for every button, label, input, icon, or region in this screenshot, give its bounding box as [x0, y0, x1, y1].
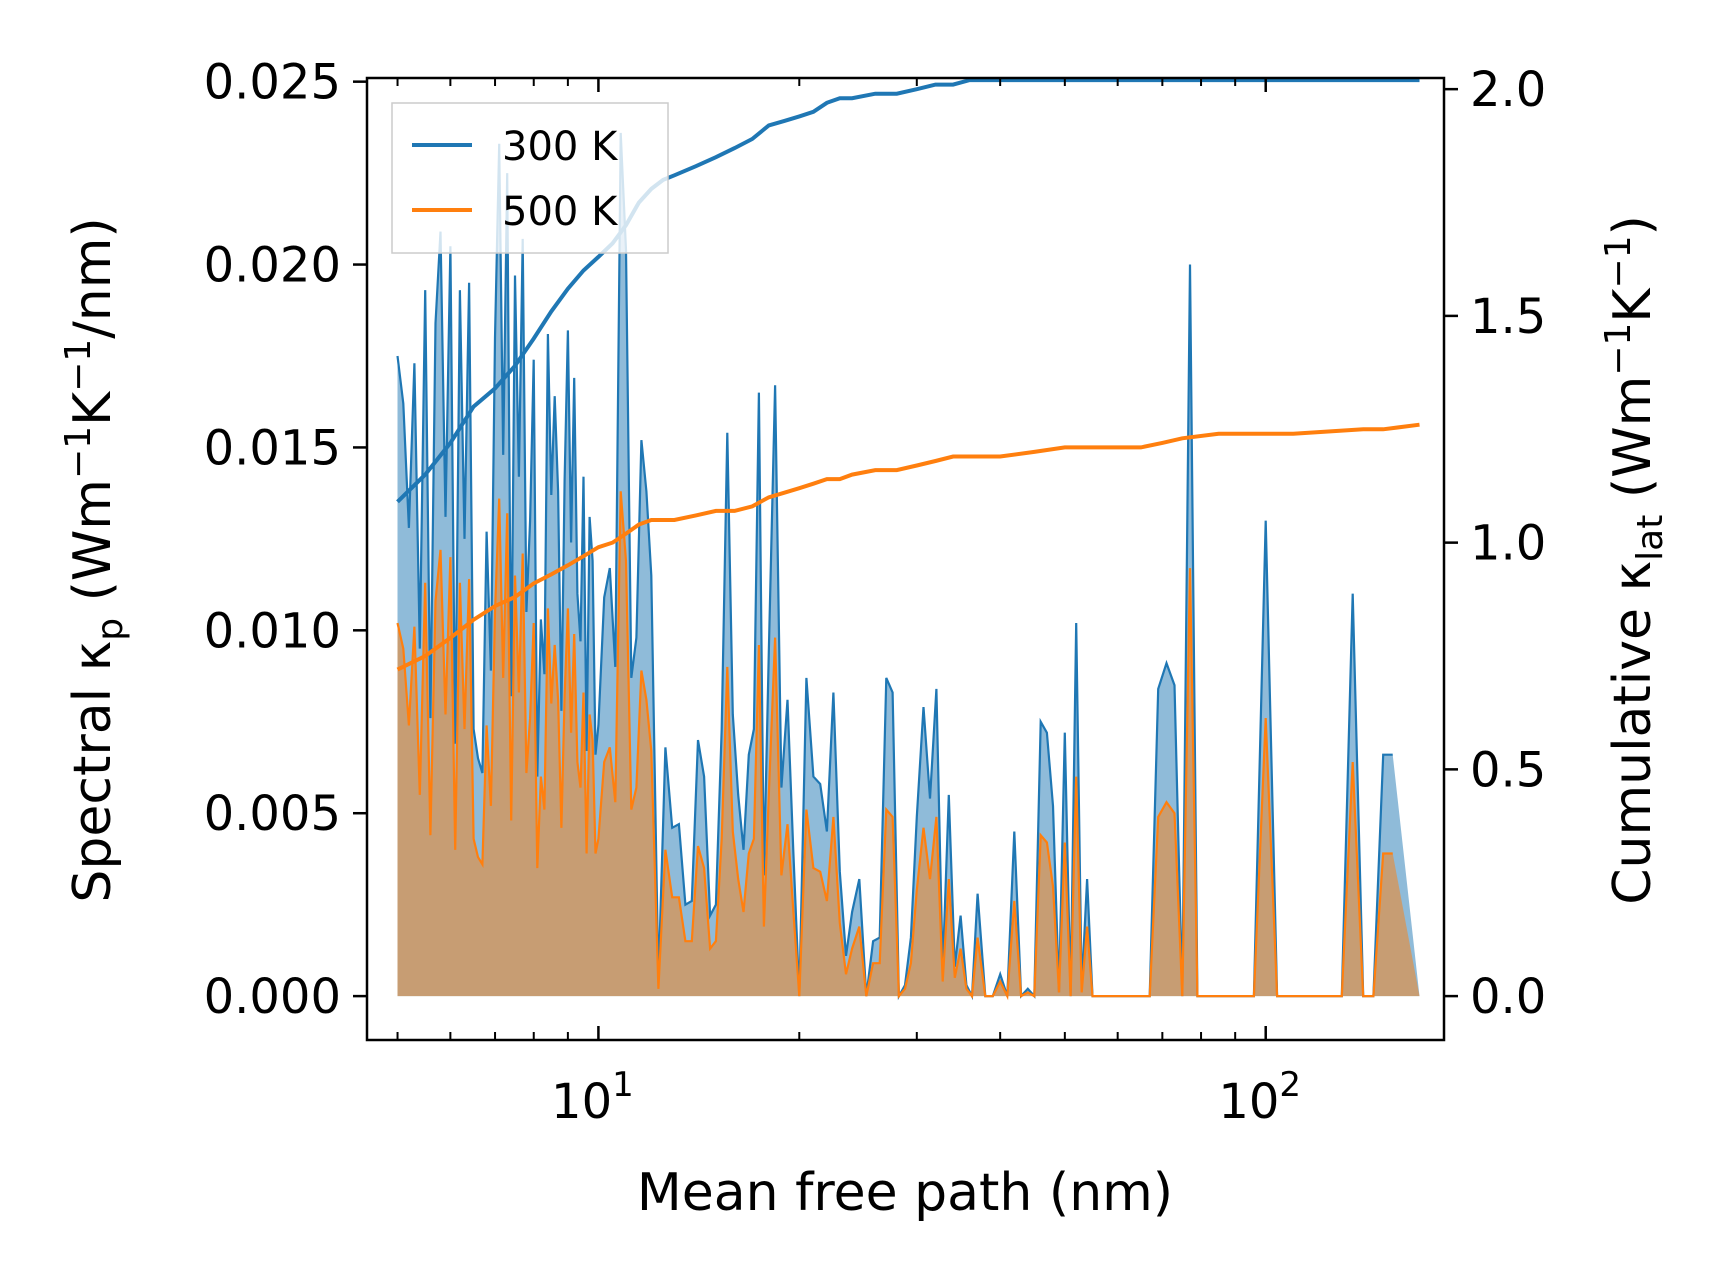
x-axis-ticks: 101 102	[396, 78, 1301, 1130]
x-tick-label-exponent: 1	[612, 1065, 634, 1105]
cumulative-line-500k	[396, 422, 1420, 672]
x-tick-label: 102	[1218, 1065, 1301, 1130]
x-tick-label-base: 10	[551, 1074, 612, 1130]
legend-label-500k: 500 K	[502, 189, 619, 235]
x-tick-label: 101	[551, 1065, 634, 1130]
legend: 300 K 500 K	[391, 102, 669, 254]
legend-box	[391, 102, 669, 254]
x-axis-label: Mean free path (nm)	[637, 1163, 1173, 1223]
right-y-axis-label: Cumulative κlat (Wm−1K−1)	[1598, 215, 1671, 905]
left-y-axis-ticks: 0.000 0.005 0.010 0.015 0.020 0.025	[204, 55, 367, 1025]
right-y-tick-label: 1.0	[1470, 516, 1546, 572]
left-y-axis-label: Spectral κp (Wm−1K−1/nm)	[58, 217, 131, 902]
right-y-tick-label: 1.5	[1470, 289, 1546, 345]
x-tick-label-base: 10	[1218, 1074, 1279, 1130]
left-y-tick-label: 0.015	[204, 420, 341, 476]
right-y-axis-ticks: 0.0 0.5 1.0 1.5 2.0	[1444, 62, 1546, 1025]
legend-label-300k: 300 K	[502, 124, 619, 170]
axes-frame	[365, 76, 1446, 1042]
cumulative-line-300k	[396, 78, 1420, 504]
right-y-tick-label: 2.0	[1470, 62, 1546, 118]
right-y-tick-label: 0.0	[1470, 969, 1546, 1025]
left-y-tick-label: 0.025	[204, 55, 341, 111]
left-y-tick-label: 0.020	[204, 238, 341, 294]
spectral-area-500k	[397, 491, 1420, 997]
x-tick-label-exponent: 2	[1279, 1065, 1301, 1105]
left-y-tick-label: 0.005	[204, 786, 341, 842]
right-y-tick-label: 0.5	[1470, 742, 1546, 798]
spectral-line-500k	[396, 491, 1393, 1001]
left-y-tick-label: 0.010	[204, 603, 341, 659]
left-y-tick-label: 0.000	[204, 969, 341, 1025]
plot-area	[396, 78, 1420, 1001]
